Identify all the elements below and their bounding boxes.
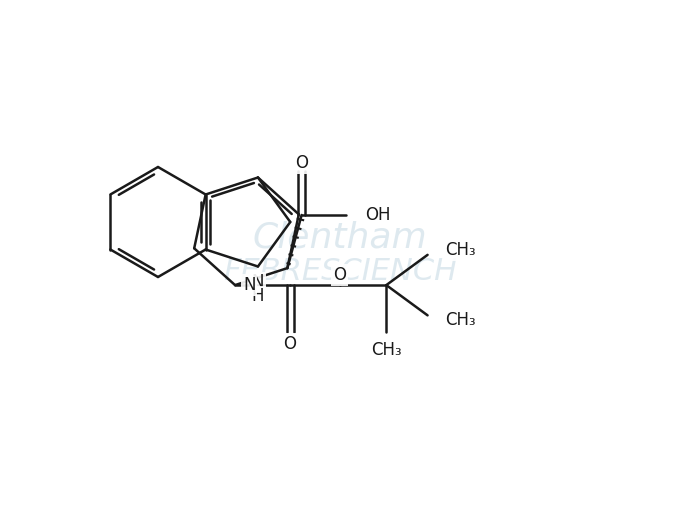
Text: O: O: [295, 154, 308, 172]
Text: O: O: [333, 266, 346, 284]
Text: N: N: [252, 274, 264, 292]
Text: H: H: [252, 288, 264, 305]
Text: CH₃: CH₃: [445, 241, 476, 259]
Text: FEBRESCIENCH: FEBRESCIENCH: [223, 257, 457, 287]
Text: CH₃: CH₃: [445, 311, 476, 329]
Text: OH: OH: [365, 206, 391, 224]
Text: CH₃: CH₃: [371, 341, 402, 359]
Text: N: N: [243, 276, 255, 294]
Text: O: O: [283, 335, 296, 353]
Text: Clentham: Clentham: [253, 220, 427, 254]
